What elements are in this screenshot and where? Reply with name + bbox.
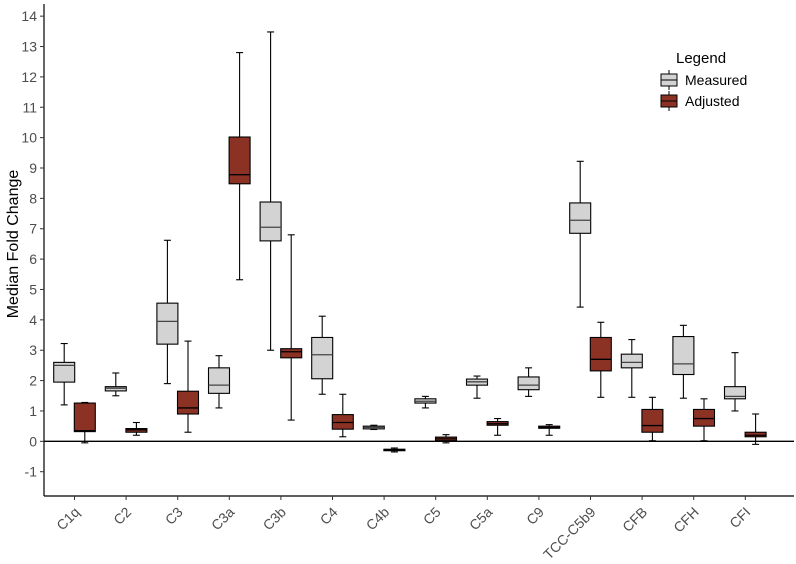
- x-tick-label: CFH: [670, 504, 702, 536]
- box-iqr: [156, 302, 179, 345]
- y-tick-label: 6: [29, 251, 37, 267]
- box-measured-cfi: [723, 352, 747, 412]
- box-iqr: [672, 336, 695, 376]
- y-tick-label: 13: [21, 39, 37, 55]
- box-adjusted-c4b: [383, 447, 406, 453]
- box-adjusted-c5a: [486, 418, 509, 436]
- box-iqr: [228, 136, 251, 185]
- box-iqr: [176, 390, 200, 415]
- box-measured-c3: [156, 239, 179, 385]
- box-measured-c5a: [465, 375, 489, 399]
- box-measured-c4: [311, 315, 334, 395]
- box-iqr: [569, 202, 592, 234]
- box-adjusted-c4: [331, 393, 354, 438]
- legend-label-measured: Measured: [685, 72, 747, 88]
- box-iqr: [517, 376, 540, 391]
- box-iqr: [692, 408, 716, 427]
- box-adjusted-c1q: [73, 401, 96, 444]
- box-iqr: [73, 402, 96, 433]
- y-tick-label: 5: [29, 281, 37, 297]
- box-iqr: [641, 408, 664, 433]
- y-tick-label: 12: [21, 69, 37, 85]
- y-tick-label: -1: [25, 464, 38, 480]
- y-axis-title: Median Fold Change: [5, 170, 22, 319]
- box-measured-cfb: [620, 339, 643, 398]
- box-measured-tcc-c5b9: [569, 160, 592, 308]
- box-adjusted-c5: [434, 434, 458, 444]
- box-adjusted-c3a: [228, 52, 251, 281]
- box-adjusted-c9: [538, 424, 561, 436]
- box-measured-c4b: [362, 424, 385, 431]
- x-tick-label: C5: [420, 504, 444, 528]
- y-tick-label: 10: [21, 130, 37, 146]
- x-tick-label: TCC-C5b9: [540, 504, 599, 559]
- x-tick-label: C9: [523, 504, 547, 528]
- x-tick-label: CFI: [726, 504, 753, 531]
- box-iqr: [744, 431, 767, 438]
- box-adjusted-tcc-c5b9: [589, 321, 612, 398]
- legend: Legend Measured Adjusted: [660, 50, 747, 111]
- y-tick-label: 9: [29, 160, 37, 176]
- y-tick-label: 11: [22, 99, 37, 115]
- box-measured-c5: [414, 395, 437, 409]
- box-measured-c3a: [207, 355, 231, 409]
- y-tick-label: 1: [29, 403, 37, 419]
- box-iqr: [280, 348, 303, 359]
- box-iqr: [311, 336, 334, 380]
- box-iqr: [620, 353, 643, 369]
- legend-title: Legend: [676, 50, 726, 67]
- x-tick-label: C4b: [363, 504, 393, 534]
- box-iqr: [259, 201, 282, 242]
- box-measured-c3b: [259, 31, 282, 351]
- box-iqr: [53, 361, 76, 383]
- legend-label-adjusted: Adjusted: [685, 93, 739, 109]
- x-tick-label: C1q: [53, 504, 82, 533]
- x-tick-label: CFB: [619, 504, 650, 535]
- x-tick-label: C3: [162, 504, 186, 528]
- box-iqr: [589, 336, 612, 372]
- x-tick-label: C5a: [466, 504, 496, 534]
- y-tick-label: 8: [29, 190, 37, 206]
- box-adjusted-cfi: [744, 413, 767, 445]
- box-measured-c2: [104, 372, 127, 397]
- x-tick-label: C3a: [208, 504, 238, 534]
- y-tick-label: 3: [29, 342, 37, 358]
- y-tick-label: 4: [29, 312, 37, 328]
- x-tick-label: C2: [110, 504, 134, 528]
- box-measured-c9: [517, 367, 540, 397]
- box-iqr: [207, 367, 231, 394]
- box-measured-c1q: [53, 342, 76, 406]
- box-measured-cfh: [672, 324, 695, 399]
- box-adjusted-c3b: [280, 234, 303, 421]
- box-adjusted-cfh: [692, 398, 716, 442]
- x-tick-label: C3b: [260, 504, 290, 534]
- box-adjusted-cfb: [641, 396, 664, 442]
- y-tick-label: 2: [29, 373, 37, 389]
- y-tick-label: 0: [29, 433, 37, 449]
- y-tick-label: 7: [29, 221, 37, 237]
- box-adjusted-c3: [176, 340, 200, 433]
- y-tick-label: 14: [21, 8, 37, 24]
- box-adjusted-c2: [125, 421, 148, 436]
- x-tick-label: C4: [317, 504, 341, 528]
